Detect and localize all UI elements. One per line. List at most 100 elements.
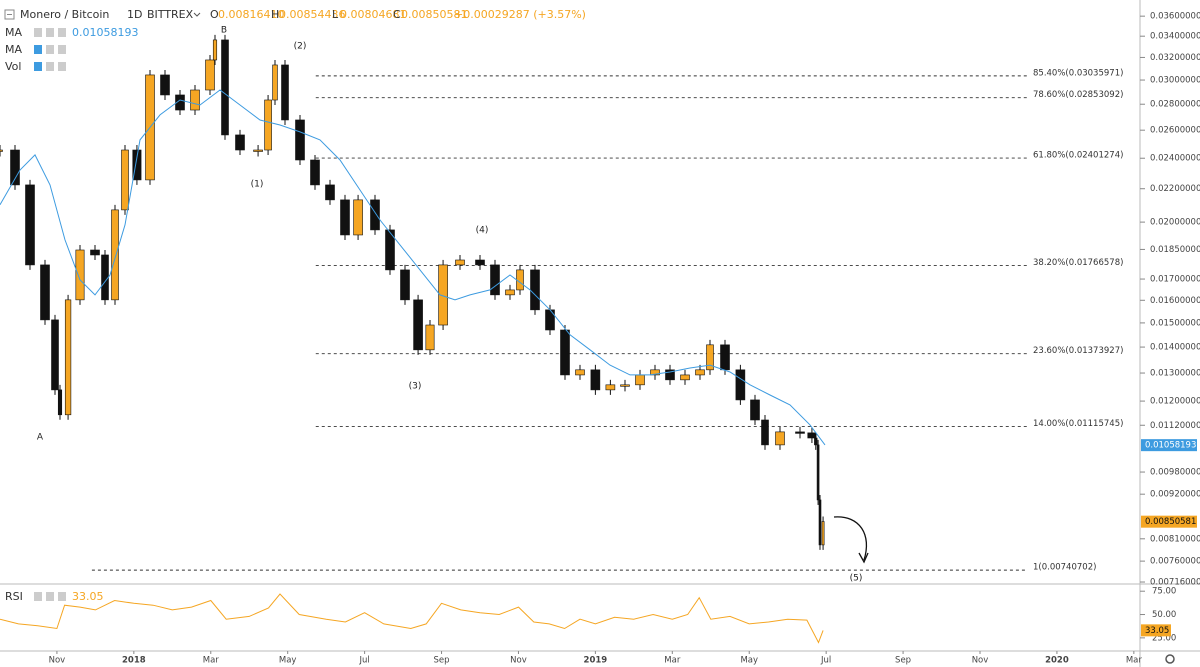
ohlc-key: L — [332, 8, 339, 21]
y-tick-label: 0.02400000 — [1150, 154, 1200, 164]
candle — [51, 319, 59, 391]
candle — [560, 329, 570, 376]
candle — [132, 149, 142, 181]
rsi-tick-label: 75.00 — [1152, 587, 1176, 597]
rsi-tag — [1141, 624, 1171, 637]
projection-arrow — [833, 516, 868, 561]
candle — [90, 249, 100, 256]
x-tick-label: 2018 — [122, 656, 146, 666]
y-tick-label: 0.03000000 — [1150, 76, 1200, 86]
candle — [413, 299, 423, 351]
settings-button[interactable] — [46, 28, 54, 37]
candle — [665, 369, 675, 381]
candle — [706, 344, 714, 371]
close-button[interactable] — [58, 45, 66, 54]
settings-gear[interactable] — [1165, 654, 1175, 664]
price-tag — [1141, 439, 1197, 452]
candle — [40, 264, 50, 321]
y-tick-label: 0.01300000 — [1150, 369, 1200, 379]
candle — [64, 299, 72, 416]
y-tick-label: 0.02800000 — [1150, 100, 1200, 110]
candle — [605, 384, 616, 391]
candle — [272, 64, 278, 101]
fib-label: 1(0.00740702) — [1033, 563, 1096, 573]
rsi-value: 33.05 — [72, 590, 104, 603]
settings-button[interactable] — [46, 592, 54, 601]
rsi-name[interactable]: RSI — [5, 590, 23, 603]
x-tick-label: Nov — [49, 656, 66, 666]
fib-label: 85.40%(0.03035971) — [1033, 68, 1123, 78]
wave-label: (3) — [409, 382, 422, 392]
ohlc-value: 0.00816410 — [218, 8, 284, 21]
settings-button[interactable] — [46, 45, 54, 54]
x-tick-label: Mar — [1126, 656, 1143, 666]
candle — [680, 374, 690, 381]
line-series — [0, 593, 824, 644]
candle — [205, 59, 215, 91]
indicator-name[interactable]: Vol — [5, 60, 21, 73]
candle — [735, 369, 746, 401]
price-tag-label: 0.00850581 — [1145, 517, 1196, 527]
wave-label: (2) — [294, 42, 307, 52]
candle — [325, 184, 335, 201]
wave-label: (5) — [850, 574, 863, 584]
candle — [516, 269, 524, 291]
y-tick-label: 0.02200000 — [1150, 184, 1200, 194]
candle — [370, 199, 380, 231]
y-tick-label: 0.01700000 — [1150, 275, 1200, 285]
x-tick-label: Mar — [664, 656, 681, 666]
wave-label: (4) — [476, 226, 489, 236]
candle — [575, 369, 585, 376]
dropdown-chevron[interactable] — [193, 12, 201, 17]
close-button[interactable] — [58, 62, 66, 71]
indicator-name[interactable]: MA — [5, 26, 22, 39]
candle — [310, 159, 320, 186]
candle — [505, 289, 515, 296]
candle — [425, 324, 435, 351]
y-tick-label: 0.02000000 — [1150, 218, 1200, 228]
candle — [340, 199, 350, 236]
rsi-tick-label: 25.00 — [1152, 633, 1176, 643]
candle — [807, 432, 817, 439]
close-button[interactable] — [58, 28, 66, 37]
candle — [221, 39, 229, 136]
y-tick-label: 0.00810000 — [1150, 534, 1200, 544]
candle — [438, 264, 448, 326]
price-pane: 85.40%(0.03035971) 78.60%(0.02853092) 61.8… — [0, 26, 1123, 584]
candle — [111, 209, 119, 301]
y-tick-label: 0.01500000 — [1150, 318, 1200, 328]
collapse-icon[interactable] — [4, 9, 15, 20]
rsi-tag-label: 33.05 — [1145, 626, 1169, 636]
indicator-buttons — [34, 28, 66, 601]
indicator-name[interactable]: MA — [5, 43, 22, 56]
ohlc-key: O — [210, 8, 219, 21]
y-tick-label: 0.00920000 — [1150, 490, 1200, 500]
exchange[interactable]: BITTREX — [147, 8, 194, 21]
y-tick-label: 0.01850000 — [1150, 245, 1200, 255]
y-tick-label: 0.03200000 — [1150, 53, 1200, 63]
fib-label: 23.60%(0.01373927) — [1033, 346, 1123, 356]
candle — [818, 499, 822, 546]
eye-button[interactable] — [34, 62, 42, 71]
candle — [253, 149, 263, 152]
eye-button[interactable] — [34, 592, 42, 601]
candle — [281, 64, 289, 121]
x-tick-label: May — [279, 656, 297, 666]
candle — [530, 269, 540, 311]
y-tick-label: 0.01200000 — [1150, 397, 1200, 407]
candle — [795, 431, 805, 434]
x-tick-label: Nov — [510, 656, 527, 666]
close-button[interactable] — [58, 592, 66, 601]
interval[interactable]: 1D — [127, 8, 142, 21]
x-tick-label: Sep — [895, 656, 911, 666]
candle — [385, 229, 395, 271]
ohlc-value: 0.00804681 — [340, 8, 406, 21]
eye-button[interactable] — [34, 45, 42, 54]
candle — [235, 134, 245, 151]
candle — [455, 259, 465, 266]
candle — [620, 384, 630, 387]
eye-button[interactable] — [34, 28, 42, 37]
settings-button[interactable] — [46, 62, 54, 71]
symbol[interactable]: Monero / Bitcoin — [20, 8, 109, 21]
